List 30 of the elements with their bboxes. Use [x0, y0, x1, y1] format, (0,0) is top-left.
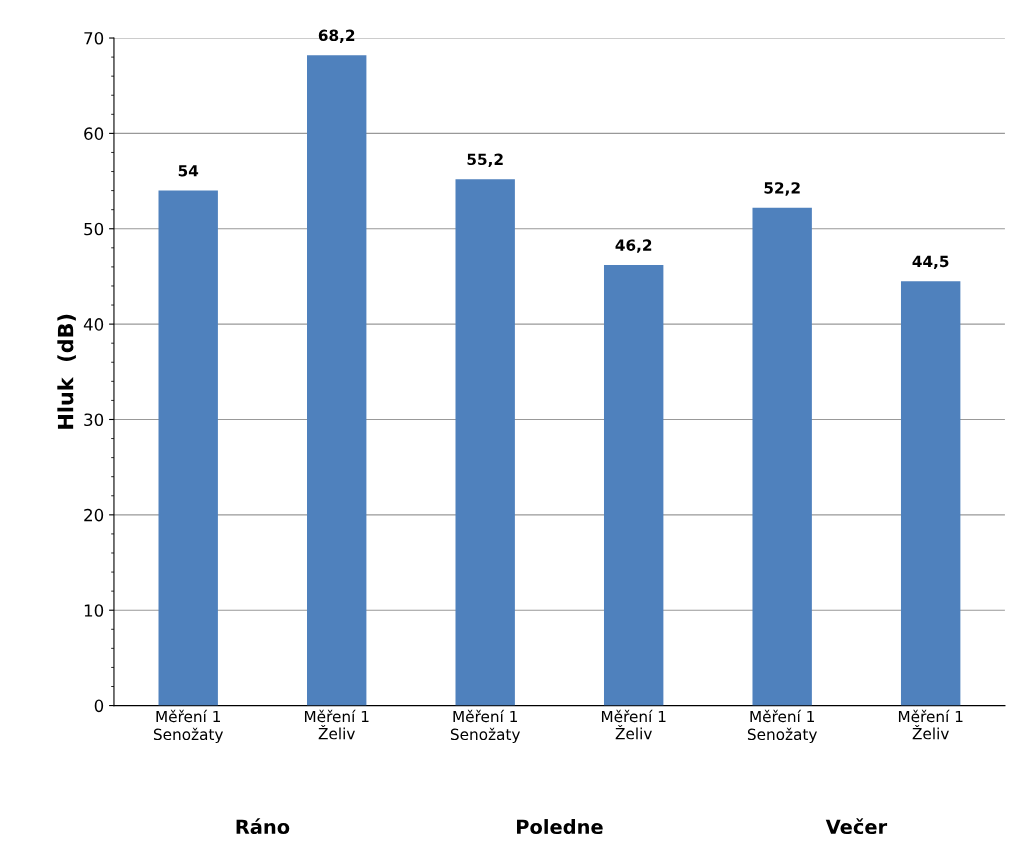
- y-tick-label: 50: [84, 222, 104, 236]
- text: Ráno: [236, 818, 290, 835]
- x-tick-label: Měření 1 Senožaty: [747, 709, 817, 744]
- x-tick-label: Měření 1 Senožaty: [153, 709, 224, 744]
- y-tick-label: 30: [84, 413, 104, 427]
- bar: [752, 207, 812, 706]
- data-label: 46,2: [615, 239, 652, 253]
- bar: [307, 55, 367, 706]
- data-label: 54: [178, 165, 199, 177]
- bar: [158, 190, 218, 706]
- bar: [900, 281, 961, 706]
- data-label: 55,2: [467, 153, 503, 168]
- data-label: 68,2: [318, 29, 355, 44]
- bar: [603, 264, 664, 706]
- bar: [455, 179, 515, 706]
- x-tick-label: Měření 1 Želiv: [304, 709, 369, 740]
- x-tick-label: Měření 1 Senožaty: [450, 709, 521, 744]
- x-tick-label: Měření 1 Želiv: [601, 709, 666, 740]
- x-tick-label: Měření 1 Želiv: [898, 709, 963, 740]
- y-tick-label: 20: [84, 508, 104, 522]
- y-tick-label: 70: [84, 31, 104, 45]
- y-tick-label: 0: [94, 699, 104, 713]
- text: Poledne: [517, 819, 603, 835]
- y-tick-label: 10: [84, 604, 104, 617]
- data-label: 44,5: [912, 255, 949, 270]
- text: Večer: [825, 818, 888, 835]
- data-label: 52,2: [764, 182, 800, 196]
- y-axis-title: Hluk (dB): [57, 314, 76, 429]
- y-tick-label: 40: [83, 318, 104, 331]
- y-tick-label: 60: [84, 127, 104, 140]
